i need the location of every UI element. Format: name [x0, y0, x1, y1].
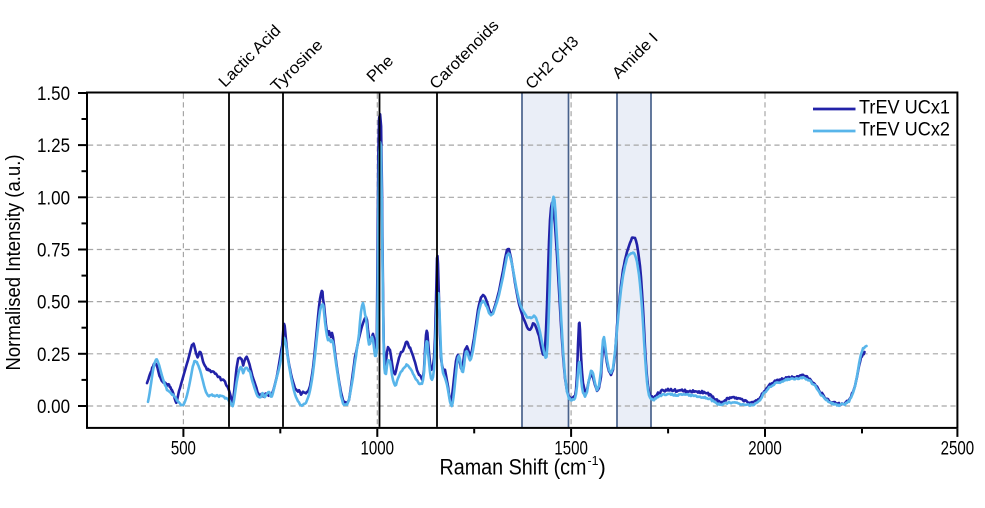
svg-text:Normalised Intensity (a.u.): Normalised Intensity (a.u.)	[3, 155, 25, 371]
svg-text:1.25: 1.25	[37, 136, 70, 157]
svg-text:1500: 1500	[554, 439, 588, 460]
svg-text:1000: 1000	[361, 439, 395, 460]
svg-text:-1: -1	[588, 453, 599, 468]
svg-text:1.50: 1.50	[37, 84, 70, 105]
svg-text:0.00: 0.00	[37, 397, 70, 418]
svg-text:1.00: 1.00	[37, 188, 70, 209]
svg-text:TrEV UCx2: TrEV UCx2	[859, 119, 950, 141]
svg-text:): )	[599, 455, 606, 480]
svg-text:0.50: 0.50	[37, 293, 70, 314]
svg-text:TrEV UCx1: TrEV UCx1	[859, 97, 950, 119]
svg-text:0.25: 0.25	[37, 345, 70, 366]
svg-text:500: 500	[171, 439, 196, 460]
svg-text:2000: 2000	[748, 439, 782, 460]
svg-text:Raman Shift (cm: Raman Shift (cm	[440, 455, 587, 480]
svg-text:0.75: 0.75	[37, 241, 70, 262]
svg-text:2500: 2500	[941, 439, 975, 460]
